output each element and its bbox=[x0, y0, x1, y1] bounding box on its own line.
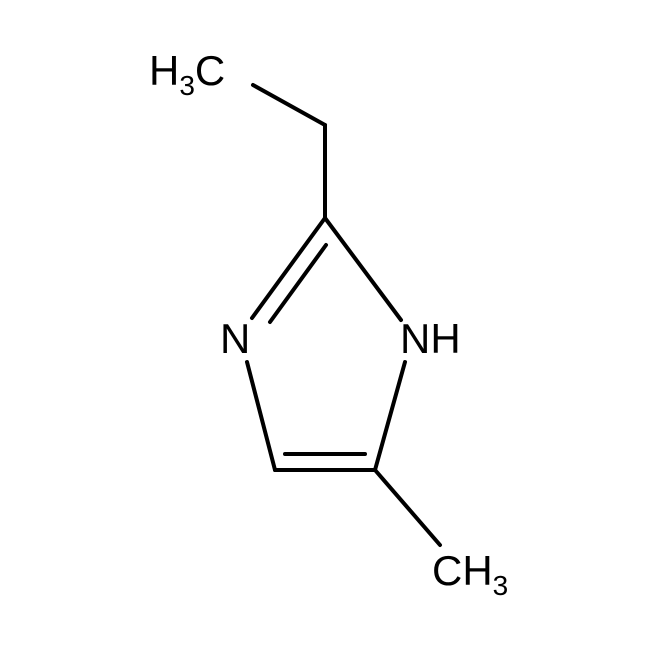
bond-n1-c2 bbox=[325, 218, 401, 320]
atom-c8: CH3 bbox=[432, 547, 508, 601]
molecule-canvas: NH N H3C CH3 bbox=[0, 0, 650, 650]
bond-c5-c8 bbox=[375, 470, 440, 545]
atom-n1: NH bbox=[400, 315, 461, 362]
atom-n3: N bbox=[220, 315, 250, 362]
bond-c5-n1 bbox=[375, 362, 405, 470]
bond-n3-c4 bbox=[247, 362, 275, 470]
bond-c2-n3-a bbox=[252, 218, 325, 318]
bond-c6-c7 bbox=[253, 85, 325, 125]
atom-c7: H3C bbox=[149, 47, 225, 101]
